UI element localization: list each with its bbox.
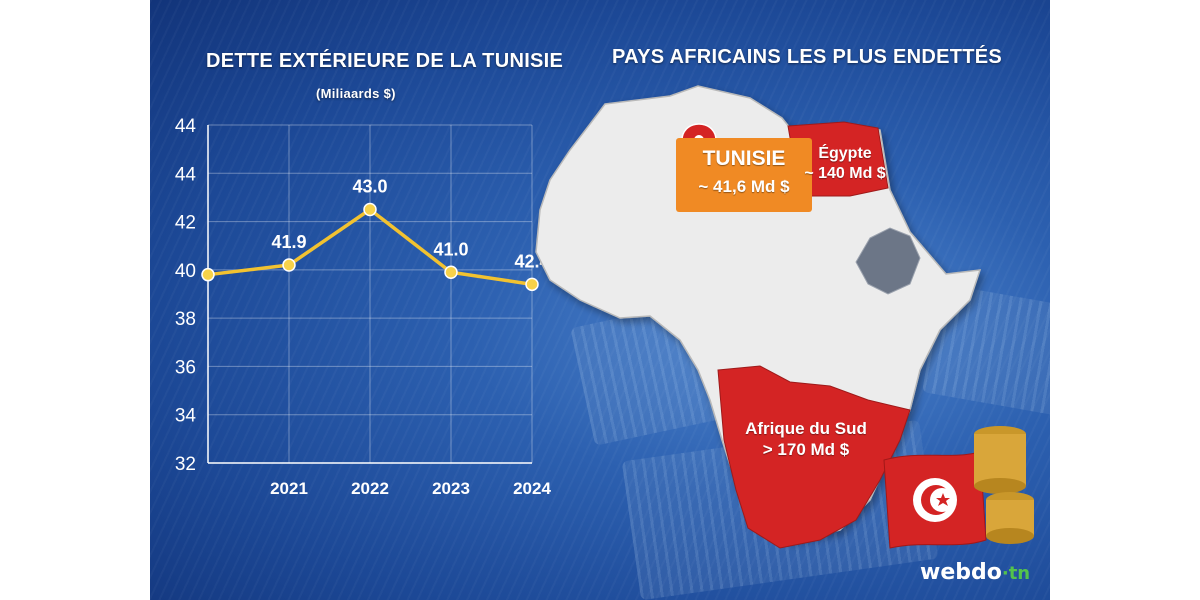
ethiopia-region [855, 227, 921, 295]
south-africa-label: Afrique du Sud > 170 Md $ [716, 418, 896, 468]
tunisia-debt: ~ 41,6 Md $ [698, 177, 790, 197]
gold-coins [974, 426, 1034, 544]
chart-subtitle: (Miliaards $) [316, 86, 396, 101]
egypt-name: Égypte [818, 145, 872, 162]
x-tick-label: 2021 [270, 479, 308, 498]
data-point [363, 202, 377, 217]
south-africa-name: Afrique du Sud [745, 419, 867, 438]
y-tick-label: 34 [175, 406, 197, 427]
y-tick-label: 32 [175, 454, 196, 475]
data-label: 41.0 [433, 239, 468, 259]
data-point [525, 277, 539, 292]
egypt-label: Égypte ~ 140 Md $ [800, 144, 890, 196]
logo-suffix: ·tn [1001, 563, 1031, 584]
chart-title: DETTE EXTÉRIEURE DE LA TUNISIE [206, 50, 564, 72]
data-label: 43.0 [352, 177, 387, 197]
data-label: 41.9 [271, 232, 306, 252]
x-tick-label: 2023 [432, 479, 470, 498]
south-africa-region [717, 365, 911, 549]
y-tick-label: 44 [175, 116, 197, 137]
egypt-debt: ~ 140 Md $ [804, 165, 886, 182]
data-point [282, 258, 296, 272]
africa-map [535, 85, 1034, 549]
tunisia-name: TUNISIE [702, 147, 786, 170]
tunisia-flag [883, 451, 987, 549]
map-title: PAYS AFRICAINS LES PLUS ENDETTÉS [612, 46, 1003, 68]
data-point [201, 267, 215, 282]
infographic-panel: DETTE EXTÉRIEURE DE LA TUNISIE (Miliaard… [150, 0, 1050, 600]
y-tick-label: 36 [175, 357, 196, 378]
tunisia-label: TUNISIE ~ 41,6 Md $ [676, 138, 812, 212]
south-africa-debt: > 170 Md $ [762, 440, 850, 460]
x-tick-label: 2024 [513, 479, 551, 498]
y-tick-label: 42 [175, 213, 196, 234]
logo-main: webdo [920, 560, 1002, 585]
y-tick-label: 40 [175, 261, 196, 282]
webdo-logo: webdo·tn [920, 560, 1030, 585]
y-tick-label: 44 [175, 164, 197, 185]
data-point [444, 265, 458, 280]
line-chart: 32 34 36 38 40 42 44 44 2021 2022 2023 2024 41.9 43.0… [175, 116, 552, 498]
y-tick-label: 38 [175, 309, 196, 330]
x-tick-label: 2022 [351, 479, 389, 498]
